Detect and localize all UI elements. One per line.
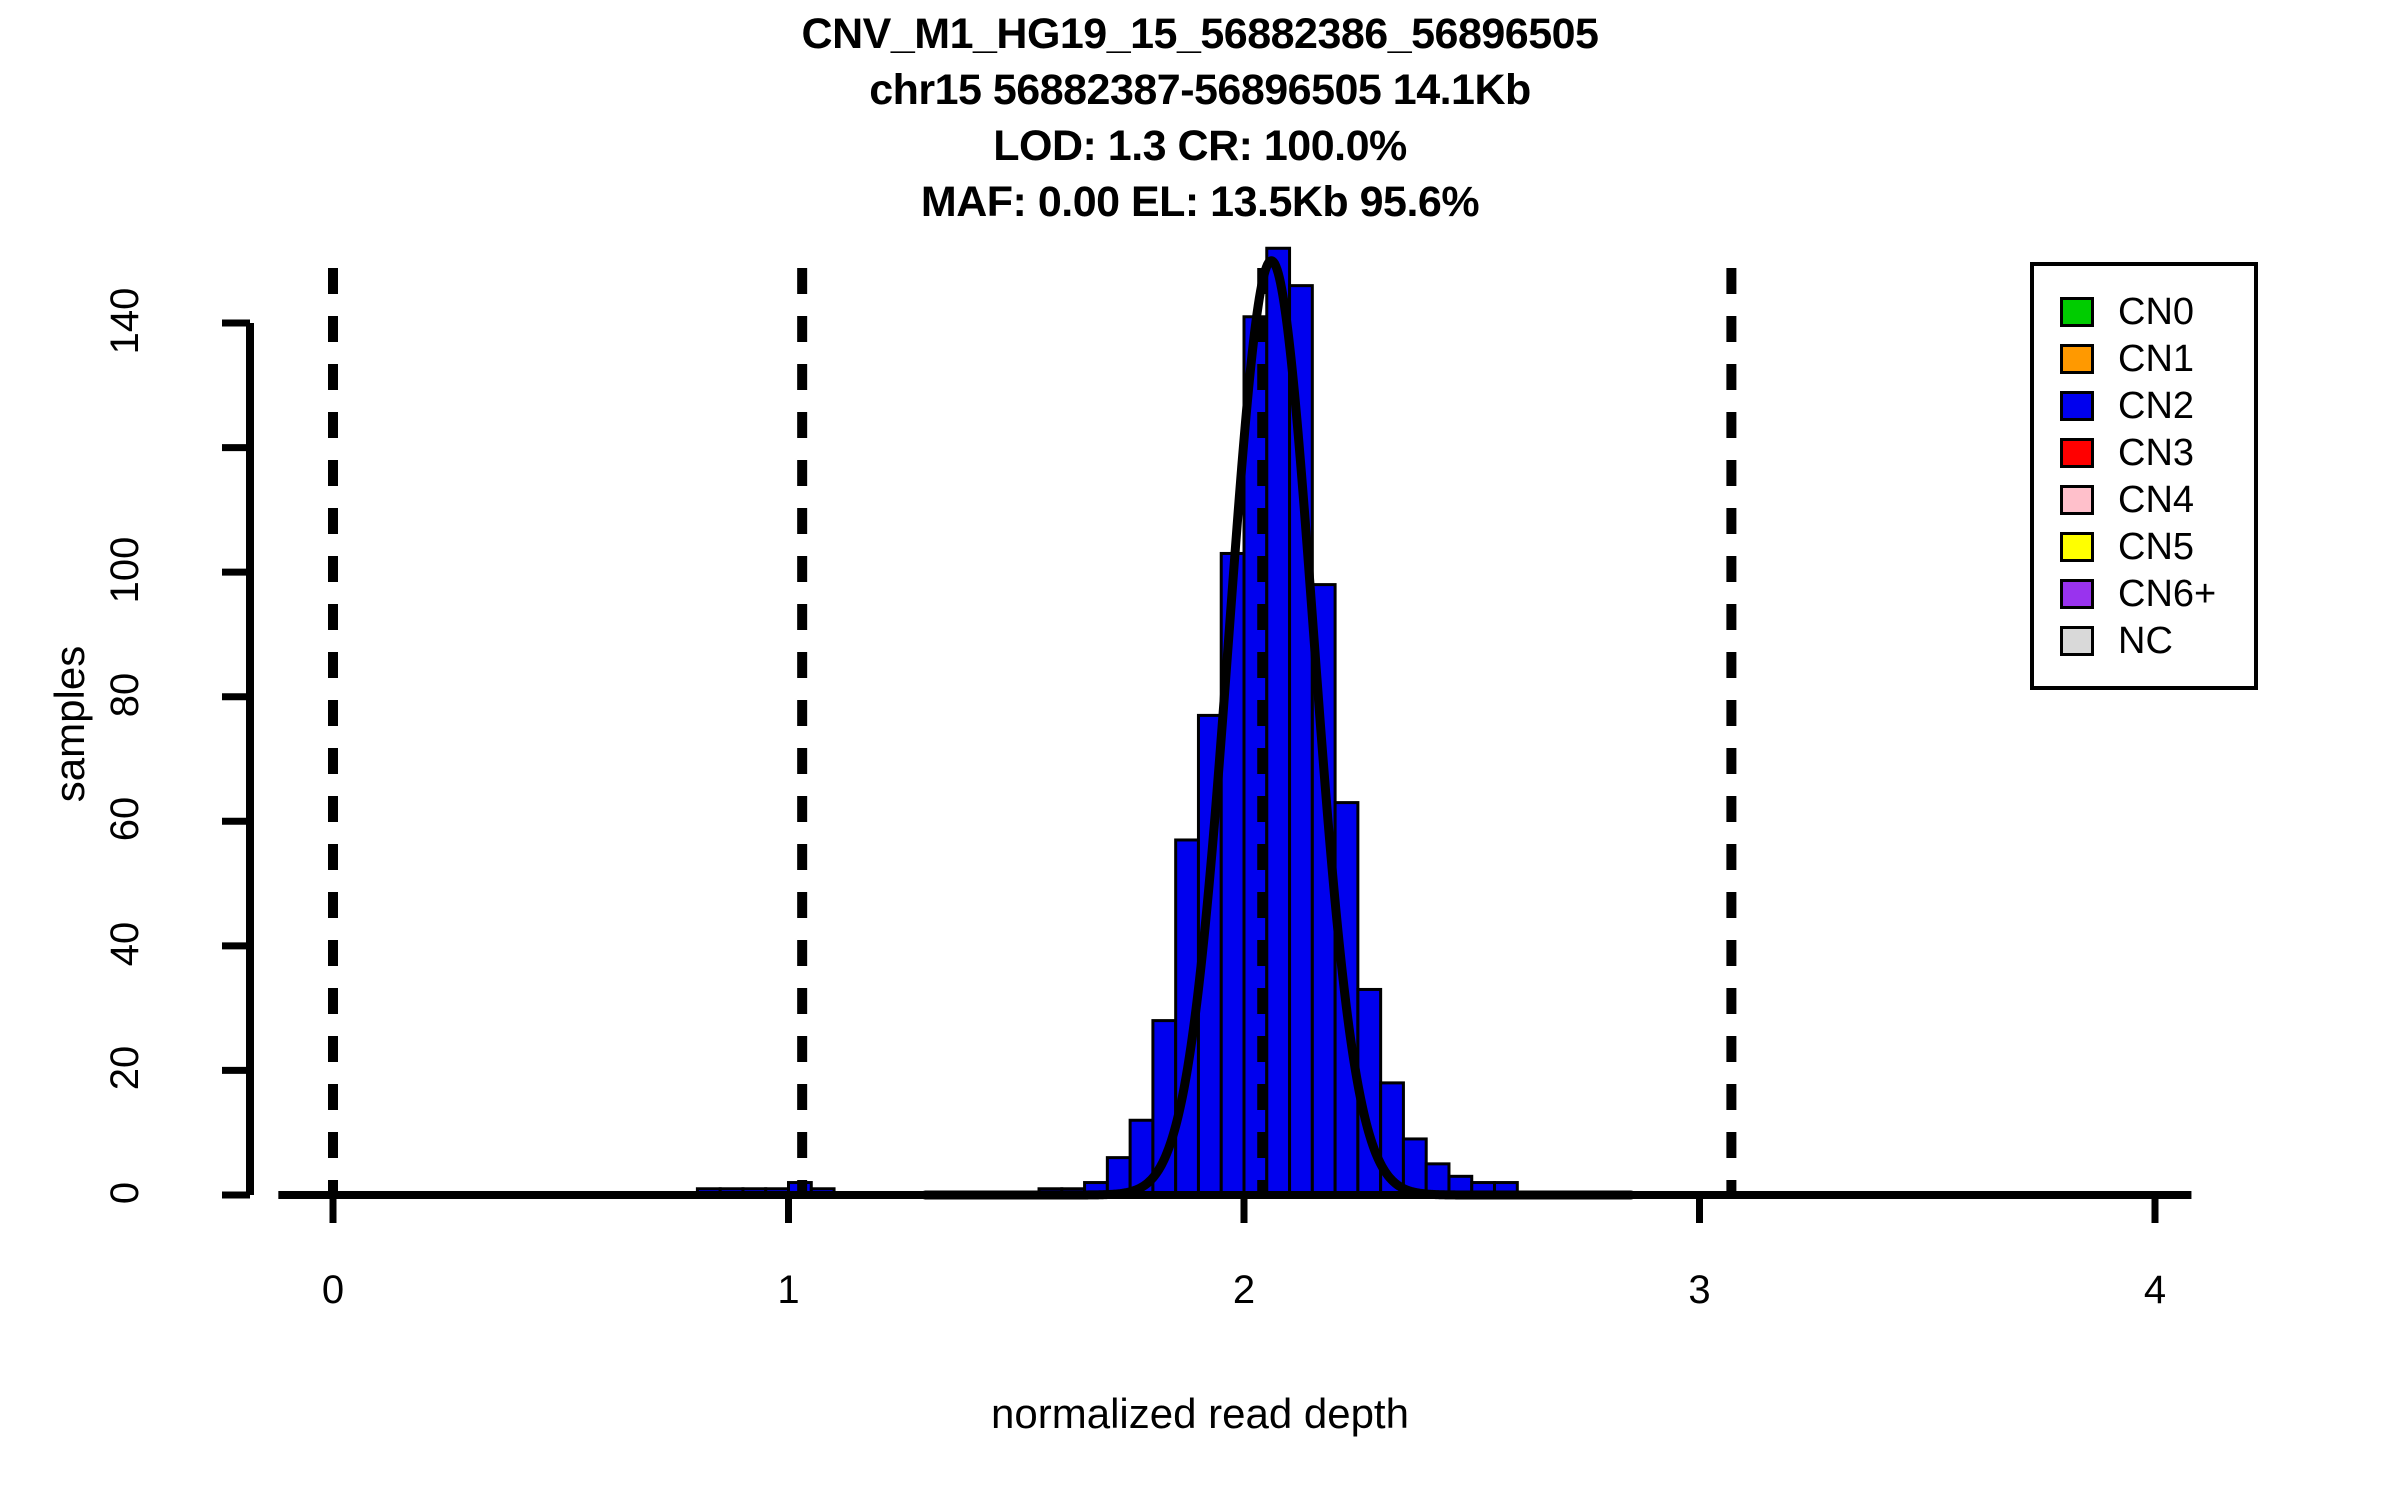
legend-item-cn4: CN4	[2034, 476, 2254, 523]
legend-item-cn6plus: CN6+	[2034, 570, 2254, 617]
legend-item-nc: NC	[2034, 617, 2254, 664]
threshold-lines	[328, 268, 1737, 1195]
x-tick-label: 2	[1232, 1268, 1256, 1312]
legend-item-label: CN1	[2118, 337, 2195, 380]
x-tick-label: 3	[1688, 1268, 1711, 1312]
legend-item-cn2: CN2	[2034, 382, 2254, 429]
y-tick-label: 80	[103, 672, 147, 717]
y-tick-label: 0	[103, 1181, 147, 1205]
y-tick-label: 60	[103, 797, 147, 842]
y-axis-title: samples	[46, 645, 93, 803]
legend-item-label: NC	[2118, 619, 2173, 662]
y-axis	[222, 319, 254, 1199]
legend-item-cn0: CN0	[2034, 288, 2254, 335]
legend-item-label: CN2	[2118, 384, 2195, 427]
legend-swatch-icon	[2060, 343, 2094, 374]
y-tick-label: 20	[103, 1046, 147, 1091]
legend-swatch-icon	[2060, 437, 2094, 468]
x-axis	[278, 1191, 2192, 1223]
copy-number-legend: CN0 CN1 CN2 CN3 CN4 CN5 CN6+ NC	[2030, 262, 2258, 690]
y-tick-label: 40	[103, 921, 147, 967]
legend-item-label: CN4	[2118, 478, 2195, 521]
legend-item-label: CN3	[2118, 431, 2195, 474]
x-axis-title: normalized read depth	[991, 1390, 1409, 1437]
y-tick-label: 140	[103, 287, 147, 355]
legend-item-label: CN6+	[2118, 572, 2217, 615]
legend-item-label: CN5	[2118, 525, 2195, 568]
legend-item-cn1: CN1	[2034, 335, 2254, 382]
histogram-bars	[695, 246, 1519, 1197]
legend-swatch-icon	[2060, 296, 2094, 327]
legend-swatch-icon	[2060, 390, 2094, 421]
x-tick-label: 4	[2143, 1268, 2167, 1312]
legend-swatch-icon	[2060, 578, 2094, 609]
histogram-bar	[1265, 246, 1292, 1197]
y-tick-label: 100	[103, 536, 147, 604]
legend-swatch-icon	[2060, 484, 2094, 515]
x-tick-label: 0	[321, 1268, 345, 1312]
x-tick-label: 1	[777, 1268, 800, 1312]
legend-swatch-icon	[2060, 625, 2094, 656]
legend-swatch-icon	[2060, 531, 2094, 562]
legend-item-cn3: CN3	[2034, 429, 2254, 476]
legend-item-cn5: CN5	[2034, 523, 2254, 570]
legend-item-label: CN0	[2118, 290, 2195, 333]
